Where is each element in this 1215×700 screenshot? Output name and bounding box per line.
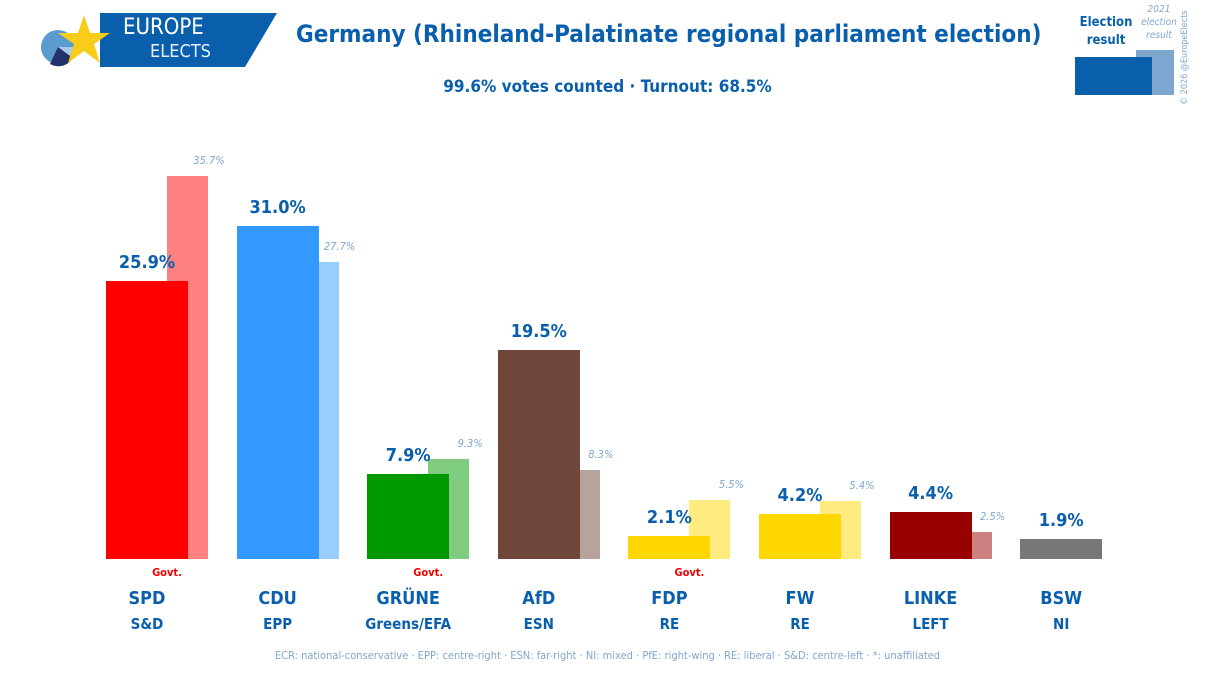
party-group: ESN [523,615,554,633]
previous-value-label: 2.5% [980,510,1006,524]
party-name: SPD [128,588,166,609]
previous-value-label: 8.3% [588,447,614,461]
legend: Election result 2021 election result © 2… [1070,0,1215,105]
party-name: AfD [522,588,556,609]
party-group: EPP [263,615,293,633]
current-bar-FDP [628,536,711,559]
previous-value-label: 9.3% [457,437,483,451]
footer-legend: ECR: national-conservative · EPP: centre… [274,649,941,662]
current-bar-FW [759,513,841,559]
party-name: FDP [651,588,688,609]
logo-text-elects: ELECTS [150,41,211,62]
current-value-label: 1.9% [1038,509,1084,531]
current-bar-LINKE [889,511,972,559]
government-label: Govt. [413,566,444,579]
previous-value-label: 27.7% [323,239,356,253]
party-name: GRÜNE [376,588,440,609]
party-name: FW [785,588,815,609]
chart-subtitle: 99.6% votes counted · Turnout: 68.5% [443,77,772,97]
previous-value-label: 5.4% [849,479,875,493]
government-label: Govt. [152,566,182,579]
logo-graphic [41,13,277,67]
party-name: CDU [258,588,297,609]
previous-value-label: 5.5% [718,477,744,491]
current-bar-BSW [1020,538,1103,559]
current-value-label: 31.0% [249,197,306,219]
party-group: LEFT [912,615,949,633]
current-value-label: 4.2% [777,484,823,506]
legend-current-label: Election result [1079,15,1133,48]
party-group: Greens/EFA [365,615,452,633]
party-group: NI [1053,615,1070,633]
current-value-label: 7.9% [385,445,431,467]
current-value-label: 25.9% [118,252,176,274]
party-name: LINKE [903,588,958,609]
party-group: S&D [130,615,164,633]
current-value-label: 19.5% [510,320,567,342]
legend-current-swatch [1075,57,1152,95]
current-bar-CDU [236,226,319,559]
party-group: RE [790,615,810,633]
current-bar-SPD [106,281,188,559]
logo-text-europe: EUROPE [123,15,204,40]
government-label: Govt. [674,566,705,579]
previous-value-label: 35.7% [193,153,225,167]
current-bar-GRÜNE [367,474,450,559]
party-name: BSW [1040,588,1083,609]
logo: EUROPE ELECTS [40,13,280,68]
party-group: RE [659,615,680,633]
chart-title: Germany (Rhineland-Palatinate regional p… [296,20,1042,48]
current-bar-AfD [497,349,580,559]
legend-previous-label: 2021 election result [1141,4,1177,41]
current-value-label: 4.4% [908,482,954,504]
current-value-label: 2.1% [646,507,692,529]
